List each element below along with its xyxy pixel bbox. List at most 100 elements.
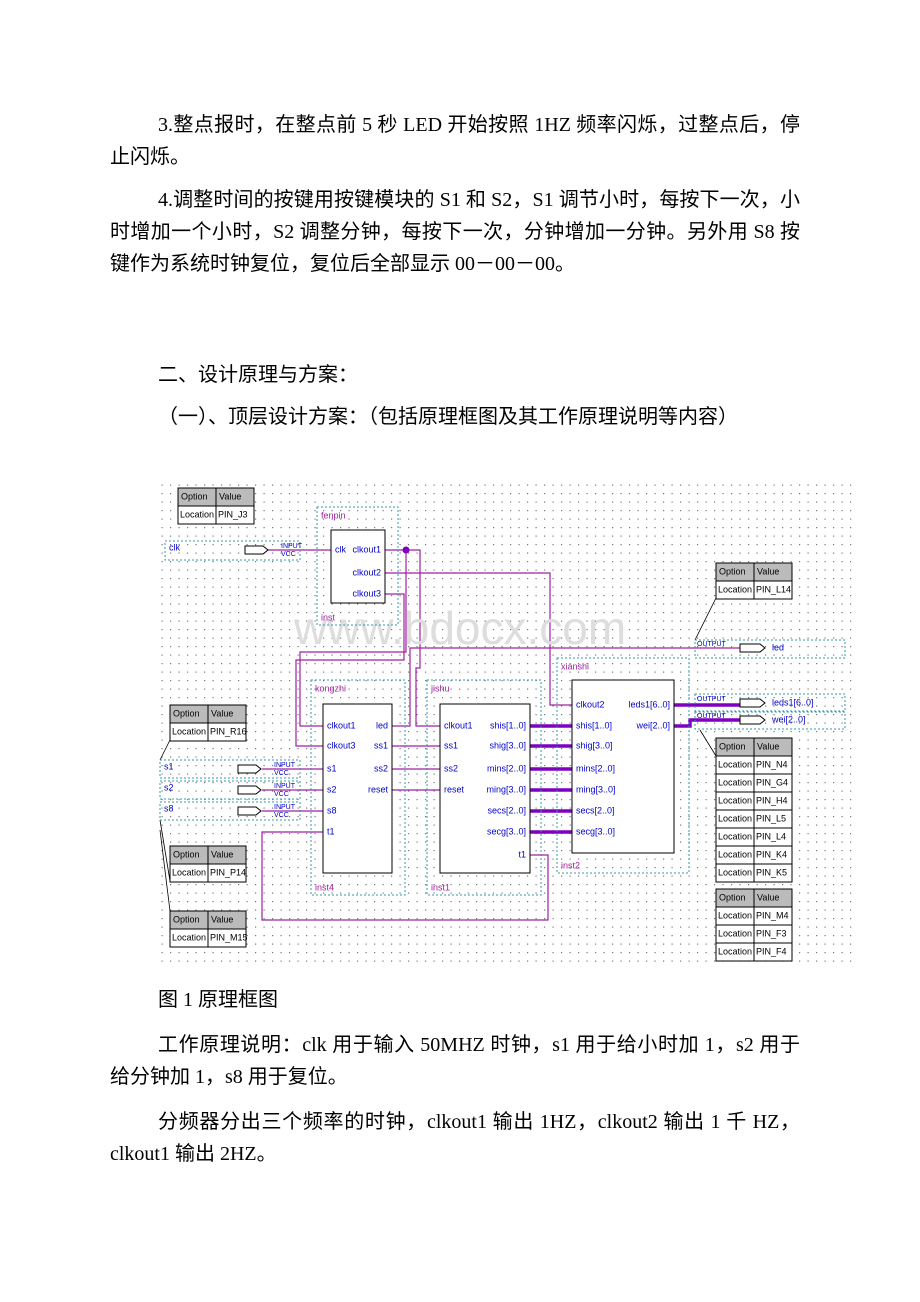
- table-cell-text: Location: [718, 831, 752, 841]
- port-label: secs[2..0]: [487, 805, 526, 815]
- port-label: ming[3..0]: [576, 784, 616, 794]
- port-label: reset: [368, 784, 389, 794]
- block-frame: [556, 657, 690, 874]
- port-label: led: [376, 720, 388, 730]
- caption: 图 1 原理框图: [158, 989, 278, 1011]
- port-label: leds1[6..0]: [628, 699, 670, 709]
- pin-vcc: VCC: [274, 791, 289, 798]
- table-cell-text: Location: [172, 726, 206, 736]
- instance-name: inst2: [561, 860, 580, 870]
- pin-vcc: VCC: [281, 551, 296, 558]
- port-label: shig[3..0]: [489, 740, 526, 750]
- table-cell-text: Location: [172, 867, 206, 877]
- table-cell-text: Location: [718, 759, 752, 769]
- table-header: Option: [719, 566, 746, 576]
- block: [330, 529, 386, 604]
- watermark: www.bdocx.com: [293, 602, 626, 654]
- pin-name: s8: [164, 803, 174, 813]
- output-pin: [739, 643, 766, 653]
- port-label: secs[2..0]: [576, 805, 615, 815]
- pin-type: INPUT: [274, 804, 296, 811]
- pin-vcc: VCC: [274, 812, 289, 819]
- pin-name: s2: [164, 782, 174, 792]
- block-frame: [316, 506, 399, 626]
- port-label: secg[3..0]: [576, 826, 615, 836]
- table-cell-text: Location: [180, 509, 214, 519]
- port-label: ss1: [444, 740, 458, 750]
- port-label: clk: [335, 544, 346, 554]
- table-cell: [207, 722, 247, 742]
- port-label: clkout1: [327, 720, 356, 730]
- port-label: clkout1: [444, 720, 473, 730]
- table-cell-text: Location: [718, 910, 752, 920]
- pin-type: OUTPUT: [697, 696, 727, 703]
- instance-name: inst1: [431, 882, 450, 892]
- signal-row: [694, 711, 846, 730]
- table-cell-text: PIN_L14: [756, 584, 791, 594]
- input-pin: [244, 545, 269, 555]
- table-cell-text: PIN_J3: [218, 509, 248, 519]
- port-label: mins[2..0]: [576, 763, 615, 773]
- pin-type: INPUT: [281, 543, 303, 550]
- table-cell-text: Location: [718, 795, 752, 805]
- table-cell: [207, 928, 247, 948]
- pin-type: OUTPUT: [697, 641, 727, 648]
- table-header: Option: [173, 849, 200, 859]
- table-cell-text: Location: [172, 932, 206, 942]
- table-header: Option: [719, 741, 746, 751]
- port-label: clkout3: [352, 588, 381, 598]
- table-cell-text: Location: [718, 777, 752, 787]
- pin-name: s1: [164, 761, 174, 771]
- subheading: （一）、顶层设计方案：（包括原理框图及其工作原理说明等内容）: [158, 406, 738, 428]
- pin-type: INPUT: [274, 762, 296, 769]
- port-label: ss1: [374, 740, 388, 750]
- table-cell-text: PIN_M4: [756, 910, 789, 920]
- port-label: clkout3: [327, 740, 356, 750]
- output-pin: [739, 698, 766, 708]
- leader-lines: [159, 597, 717, 912]
- block-frame: [426, 679, 542, 896]
- input-pin: [237, 764, 262, 774]
- port-label: secg[3..0]: [487, 826, 526, 836]
- table-cell-text: PIN_R16: [210, 726, 247, 736]
- table-cell-text: Location: [718, 867, 752, 877]
- paragraph: 分频器分出三个频率的时钟，clkout1 输出 1HZ，clkout2 输出 1…: [110, 1111, 800, 1165]
- pin-type: OUTPUT: [697, 713, 727, 720]
- table-header: Value: [219, 491, 241, 501]
- table-cell-text: Location: [718, 813, 752, 823]
- buses: [530, 703, 740, 834]
- block-frame: [310, 679, 406, 896]
- port-label: shis[1..0]: [576, 720, 612, 730]
- input-pin: [237, 785, 262, 795]
- pin-name: wei[2..0]: [771, 714, 806, 724]
- port-label: clkout2: [576, 699, 605, 709]
- pin-name: clk: [169, 542, 180, 552]
- table-cell-text: PIN_H4: [756, 795, 788, 805]
- table-cell-text: PIN_M15: [210, 932, 248, 942]
- table-cell: [753, 863, 793, 883]
- table-header: Option: [173, 914, 200, 924]
- pin-type: INPUT: [274, 783, 296, 790]
- table-header: Value: [211, 708, 233, 718]
- port-label: s8: [327, 805, 337, 815]
- signal-row: [159, 801, 301, 821]
- port-label: clkout2: [352, 567, 381, 577]
- block-name: xianshi: [561, 661, 589, 671]
- pin-name: leds1[6..0]: [772, 697, 814, 707]
- table-cell-text: PIN_L4: [756, 831, 786, 841]
- table-header: Value: [757, 566, 779, 576]
- junction: [402, 546, 410, 554]
- table-header: Option: [173, 708, 200, 718]
- block-name: jishu: [430, 683, 450, 693]
- heading: 二、设计原理与方案：: [158, 364, 358, 386]
- port-label: s1: [327, 763, 337, 773]
- port-label: shig[3..0]: [576, 740, 613, 750]
- table-cell: [207, 863, 247, 883]
- block: [439, 703, 531, 874]
- paragraph: 3.整点报时，在整点前 5 秒 LED 开始按照 1HZ 频率闪烁，过整点后，停…: [110, 114, 800, 168]
- table-cell-text: Location: [718, 928, 752, 938]
- port-label: ming[3..0]: [486, 784, 526, 794]
- wires: [261, 549, 740, 921]
- table-cell: [753, 580, 793, 600]
